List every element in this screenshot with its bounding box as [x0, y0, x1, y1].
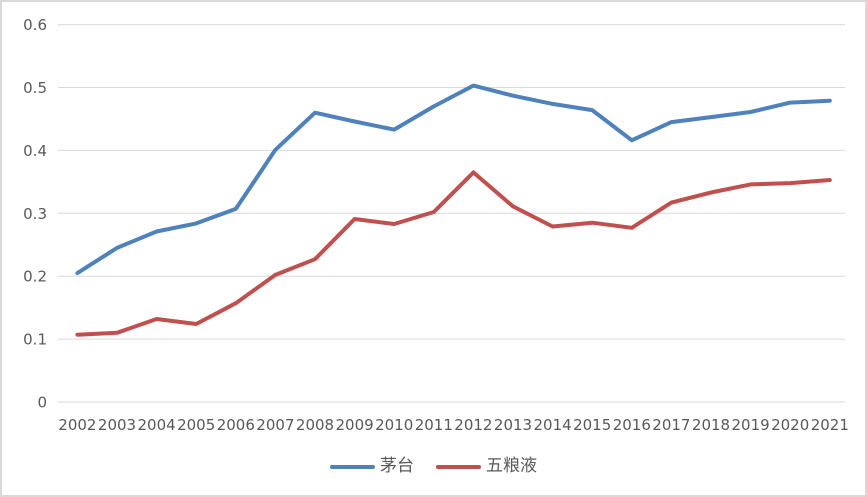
y-axis-tick-label: 0.2 — [23, 268, 47, 286]
x-axis-tick-label: 2016 — [613, 416, 651, 434]
y-axis-tick-label: 0.1 — [23, 331, 47, 349]
series-line-1 — [75, 170, 832, 337]
legend-label-maotai: 茅台 — [380, 456, 414, 476]
x-axis-tick-label: 2010 — [375, 416, 413, 434]
x-axis-tick-label: 2004 — [138, 416, 176, 434]
x-axis-tick-label: 2018 — [692, 416, 730, 434]
legend-label-wuliangye: 五粮液 — [486, 456, 537, 476]
series-line-0 — [75, 83, 832, 276]
legend-line-swatch-wuliangye — [436, 464, 481, 469]
x-axis-tick-label: 2015 — [573, 416, 611, 434]
x-axis-tick-label: 2009 — [336, 416, 374, 434]
x-axis-tick-label: 2007 — [256, 416, 294, 434]
x-axis-tick-label: 2019 — [732, 416, 770, 434]
y-axis-tick-label: 0.6 — [23, 16, 47, 34]
x-axis-tick-label: 2013 — [494, 416, 532, 434]
x-axis-tick-label: 2006 — [217, 416, 255, 434]
x-axis-tick-label: 2014 — [534, 416, 572, 434]
x-axis-tick-label: 2005 — [177, 416, 215, 434]
x-axis-tick-label: 2011 — [415, 416, 453, 434]
y-axis-tick-label: 0.3 — [23, 205, 47, 223]
x-axis-tick-label: 2020 — [771, 416, 809, 434]
legend-item-maotai: 茅台 — [330, 458, 414, 475]
x-axis-tick-label: 2017 — [652, 416, 690, 434]
x-axis-tick-label: 2003 — [98, 416, 136, 434]
legend-line-swatch-maotai — [330, 464, 375, 469]
y-axis-tick-label: 0.4 — [23, 142, 47, 160]
y-axis-tick-label: 0.5 — [23, 79, 47, 97]
x-axis-tick-label: 2002 — [58, 416, 96, 434]
x-axis-tick-label: 2008 — [296, 416, 334, 434]
chart-legend: 茅台 五粮液 — [2, 458, 865, 475]
x-axis-tick-label: 2021 — [811, 416, 849, 434]
x-axis-tick-label: 2012 — [454, 416, 492, 434]
legend-item-wuliangye: 五粮液 — [436, 458, 537, 475]
y-axis-tick-label: 0 — [37, 394, 47, 412]
